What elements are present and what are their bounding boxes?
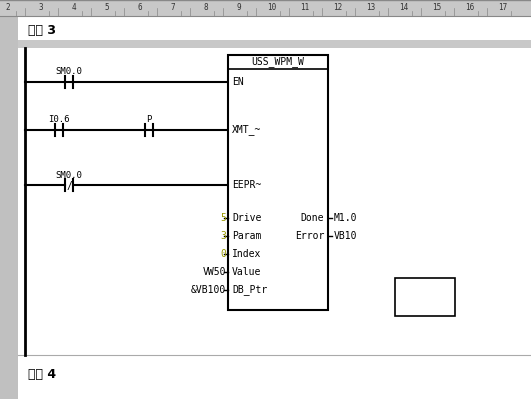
Text: 12: 12	[333, 4, 342, 12]
Text: 8: 8	[204, 4, 208, 12]
Text: 10: 10	[268, 4, 277, 12]
Text: M1.0: M1.0	[334, 213, 357, 223]
Text: Param: Param	[232, 231, 261, 241]
Text: SM0.0: SM0.0	[56, 67, 82, 77]
Text: 14: 14	[399, 4, 409, 12]
Text: /: /	[66, 181, 72, 191]
Text: 5: 5	[105, 4, 109, 12]
Text: Index: Index	[232, 249, 261, 259]
Text: 3: 3	[220, 231, 226, 241]
Bar	[395, 278, 455, 316]
Text: 0: 0	[220, 249, 226, 259]
Text: 16: 16	[465, 4, 475, 12]
Text: VB10: VB10	[334, 231, 357, 241]
Text: Drive: Drive	[232, 213, 261, 223]
Text: 3: 3	[39, 4, 44, 12]
Text: Error: Error	[295, 231, 324, 241]
Text: Value: Value	[232, 267, 261, 277]
Text: XMT_~: XMT_~	[232, 124, 261, 135]
Text: 7: 7	[170, 4, 175, 12]
Text: 4: 4	[72, 4, 76, 12]
Text: VW50: VW50	[202, 267, 226, 277]
Text: Done: Done	[301, 213, 324, 223]
Text: EEPR~: EEPR~	[232, 180, 261, 190]
Text: 网路 4: 网路 4	[28, 369, 56, 381]
Text: 6: 6	[138, 4, 142, 12]
Text: USS_WPM_W: USS_WPM_W	[252, 57, 304, 67]
Bar	[0, 16, 18, 399]
Text: &VB100: &VB100	[191, 285, 226, 295]
Text: I0.6: I0.6	[48, 115, 70, 124]
Text: 15: 15	[432, 4, 442, 12]
Text: 11: 11	[301, 4, 310, 12]
Text: DB_Ptr: DB_Ptr	[232, 284, 267, 295]
Text: 13: 13	[366, 4, 375, 12]
Text: SM0.0: SM0.0	[56, 170, 82, 180]
Text: 5: 5	[220, 213, 226, 223]
Bar	[0, 0, 531, 16]
Text: 2: 2	[6, 4, 10, 12]
Bar	[228, 55, 328, 310]
Text: P: P	[147, 115, 152, 124]
Text: 9: 9	[237, 4, 241, 12]
Text: 17: 17	[499, 4, 508, 12]
Text: EN: EN	[232, 77, 244, 87]
Bar	[18, 40, 531, 48]
Text: 网路 3: 网路 3	[28, 24, 56, 36]
